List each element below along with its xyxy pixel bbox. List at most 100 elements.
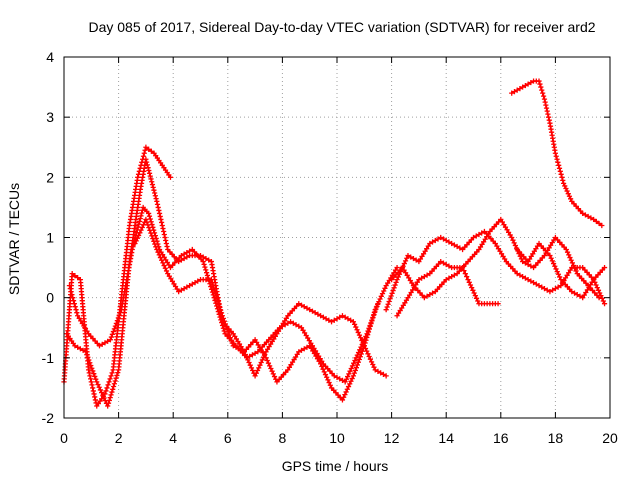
data-point: [337, 314, 343, 320]
data-point: [142, 147, 148, 153]
data-point: [104, 385, 110, 391]
data-point: [343, 376, 350, 382]
data-point: [553, 266, 559, 272]
x-axis: 0 2 4 6 8 10 12 14 16 18 20: [60, 57, 618, 446]
data-point: [94, 379, 100, 385]
data-point: [585, 213, 591, 220]
data-point: [470, 287, 476, 293]
data-point: [96, 384, 102, 390]
data-point: [218, 310, 225, 316]
y-tick-label: -2: [42, 410, 55, 426]
data-point: [93, 376, 99, 382]
data-point: [356, 332, 363, 338]
data-point: [202, 264, 208, 270]
data-point: [222, 321, 228, 327]
data-point: [509, 90, 515, 96]
data-point: [216, 302, 222, 308]
data-point: [334, 374, 340, 380]
data-point: [462, 271, 468, 277]
data-point: [393, 279, 399, 285]
data-point: [443, 261, 449, 268]
data-point: [282, 322, 288, 328]
data-point: [383, 373, 389, 379]
data-point: [365, 351, 371, 357]
data-point: [517, 85, 523, 92]
data-point: [383, 307, 389, 313]
data-point: [117, 309, 123, 316]
data-point: [221, 318, 227, 324]
data-point: [138, 227, 144, 233]
data-point: [238, 347, 245, 353]
data-point: [389, 290, 395, 296]
data-point: [102, 340, 108, 346]
data-point: [352, 357, 358, 364]
data-point: [427, 292, 433, 298]
data-point: [522, 82, 528, 89]
data-point: [401, 260, 407, 267]
data-point: [365, 329, 372, 335]
data-point: [135, 174, 141, 180]
data-point: [258, 359, 264, 366]
data-point: [132, 240, 138, 247]
data-point: [161, 231, 167, 238]
data-point: [533, 281, 539, 287]
data-point: [92, 394, 98, 400]
data-point: [134, 235, 141, 241]
data-point: [405, 252, 411, 259]
data-point: [337, 376, 343, 382]
data-point: [514, 87, 520, 93]
series-track-4: [132, 216, 400, 403]
data-point: [547, 252, 553, 259]
data-point: [105, 382, 111, 388]
data-point: [555, 271, 562, 277]
data-point: [369, 318, 375, 324]
data-point: [147, 227, 153, 233]
data-point: [71, 301, 77, 307]
y-axis-label: SDTVAR / TECUs: [6, 183, 22, 295]
data-point: [353, 355, 359, 361]
data-point: [210, 282, 216, 288]
data-point: [596, 220, 602, 227]
data-point: [211, 285, 217, 291]
data-point: [451, 242, 457, 248]
data-point: [446, 239, 452, 245]
data-point: [189, 281, 195, 287]
data-point: [147, 173, 153, 179]
data-point: [343, 389, 349, 395]
data-point: [328, 319, 335, 325]
x-tick-label: 6: [224, 430, 232, 446]
data-point: [421, 274, 427, 280]
data-point: [244, 355, 250, 361]
data-point: [571, 290, 578, 296]
x-tick-label: 2: [115, 430, 123, 446]
data-point: [355, 329, 361, 336]
data-point: [195, 278, 201, 284]
data-point: [246, 359, 252, 366]
series-track-7: [394, 258, 501, 319]
data-point: [149, 179, 155, 185]
data-point: [473, 295, 480, 301]
data-point: [219, 322, 226, 329]
data-point: [367, 323, 373, 329]
data-point: [136, 168, 142, 174]
data-point: [443, 237, 449, 244]
data-point: [143, 156, 149, 162]
data-point: [339, 313, 346, 319]
x-tick-label: 4: [169, 430, 177, 446]
data-point: [161, 262, 167, 269]
data-point: [520, 84, 526, 90]
data-point: [139, 224, 145, 231]
data-point: [432, 237, 438, 244]
data-point: [390, 287, 396, 294]
data-point: [69, 292, 75, 298]
data-point: [553, 153, 559, 159]
data-point: [351, 360, 357, 366]
data-point: [263, 355, 269, 361]
data-point: [319, 363, 325, 370]
data-point: [355, 359, 361, 365]
data-point: [113, 320, 119, 326]
data-point: [146, 170, 153, 176]
data-point: [150, 184, 156, 190]
data-point: [528, 263, 534, 269]
data-point: [156, 207, 162, 214]
